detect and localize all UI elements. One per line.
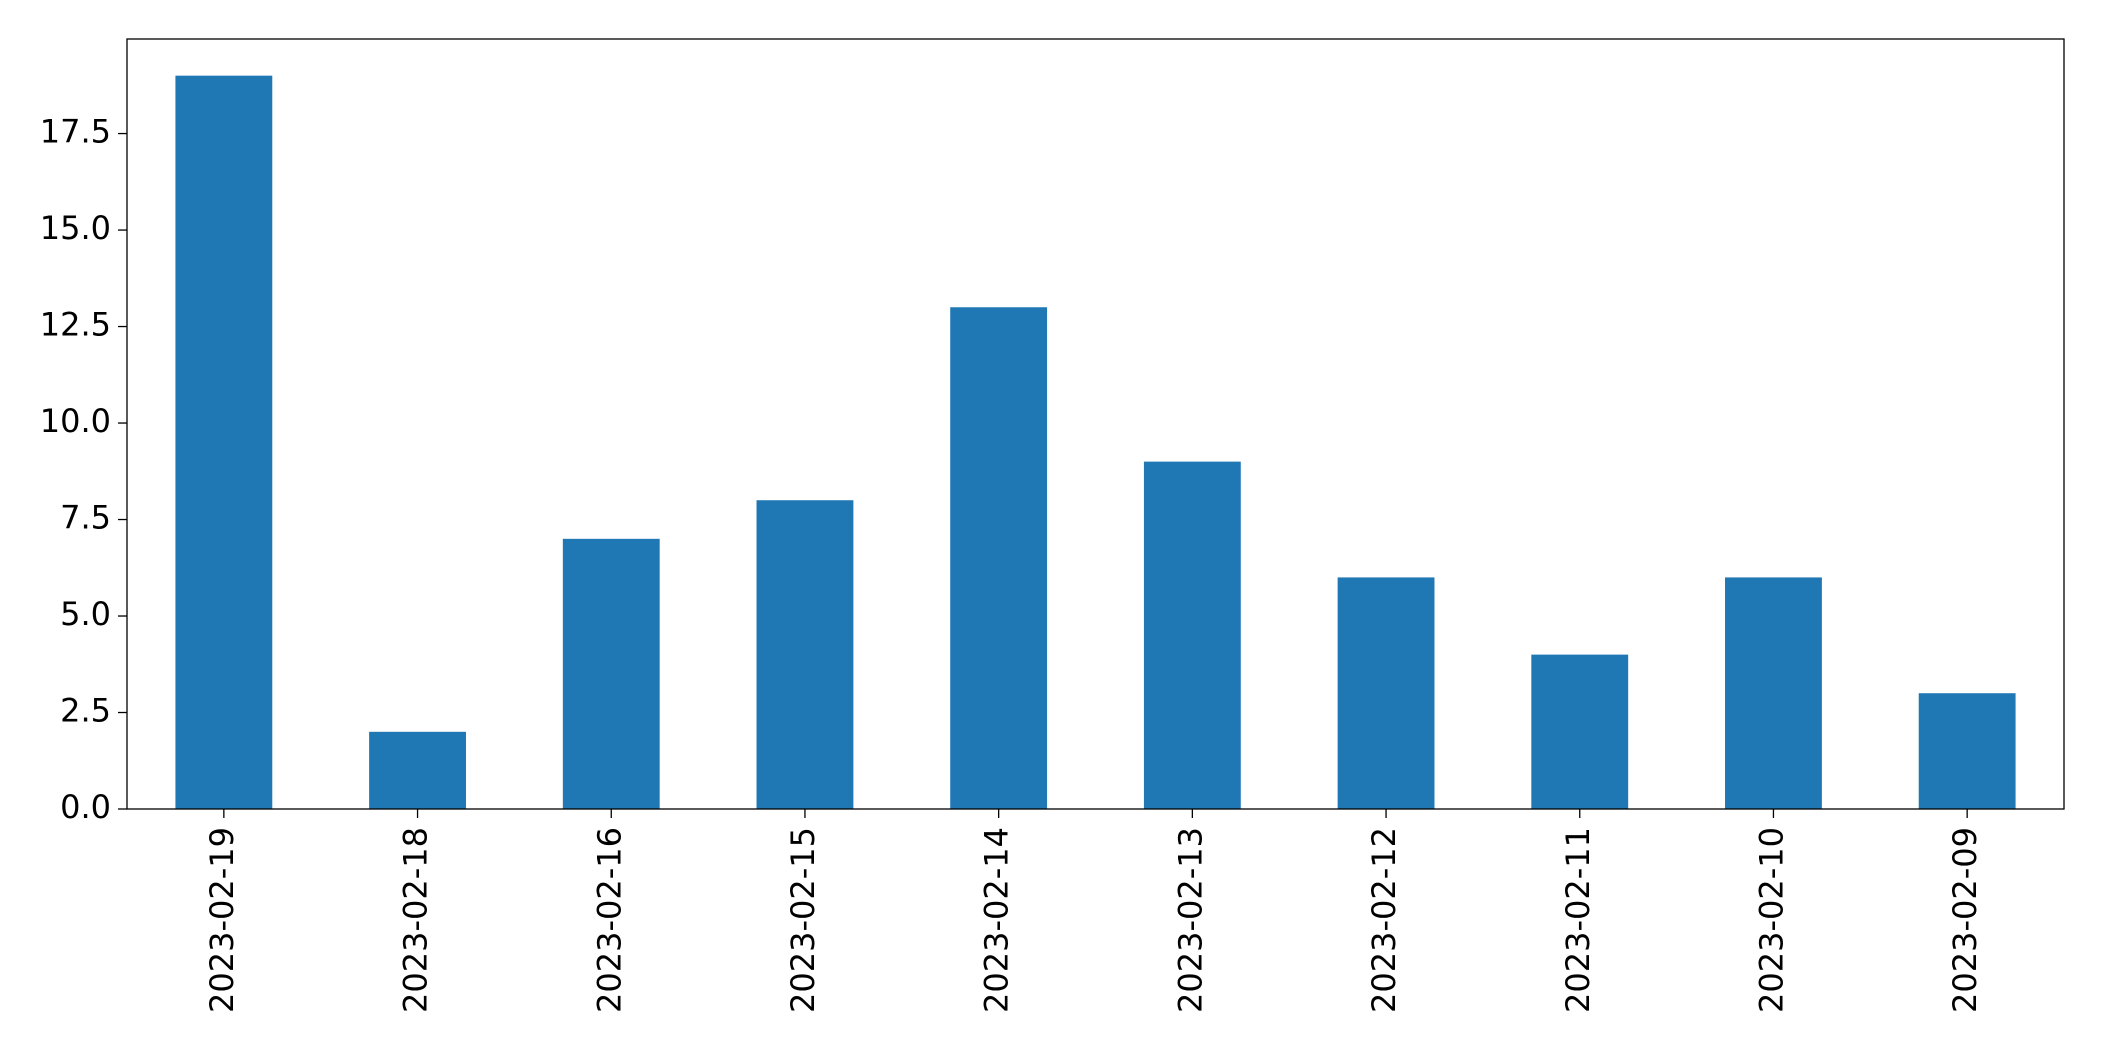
x-tick-label: 2023-02-11 [1559,827,1597,1013]
x-tick-label: 2023-02-14 [978,827,1016,1013]
bar [369,731,466,809]
bar [562,538,660,809]
bar [1531,654,1629,809]
x-tick-label: 2023-02-16 [590,827,628,1013]
x-tick-label: 2023-02-15 [784,827,822,1013]
bar [1143,461,1241,809]
x-tick-label: 2023-02-19 [203,827,241,1013]
bar [756,500,854,809]
x-tick-label: 2023-02-12 [1365,827,1403,1013]
plot-frame [126,38,2065,810]
y-tick-label: 7.5 [60,499,111,537]
x-tick-label: 2023-02-18 [397,827,435,1013]
y-tick-label: 15.0 [40,209,111,247]
y-tick-label: 10.0 [40,402,111,440]
y-tick-label: 17.5 [40,113,111,151]
x-tick-label: 2023-02-09 [1946,827,1984,1013]
bar [1918,693,2016,809]
bar [1725,577,1822,809]
bar [175,75,273,809]
y-tick-label: 5.0 [60,595,111,633]
y-tick-label: 12.5 [40,306,111,344]
bar [1337,577,1435,809]
y-tick-label: 2.5 [60,692,111,730]
y-tick-label: 0.0 [60,788,111,826]
x-tick-label: 2023-02-13 [1171,827,1209,1013]
bar [950,307,1048,809]
x-tick-label: 2023-02-10 [1752,827,1790,1013]
